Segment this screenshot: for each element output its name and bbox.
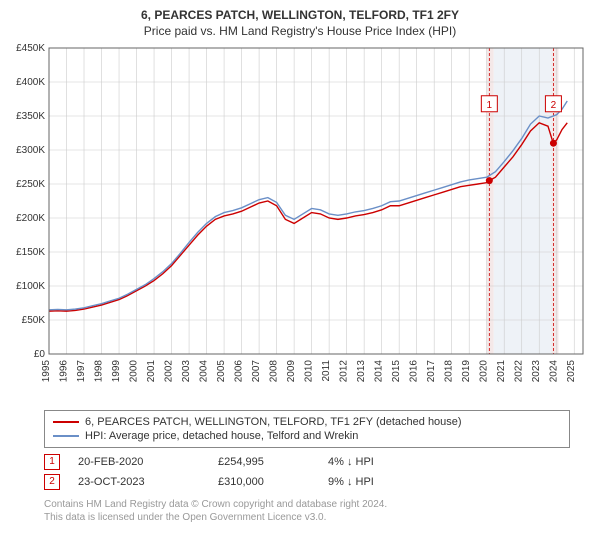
chart-container: 6, PEARCES PATCH, WELLINGTON, TELFORD, T… <box>0 0 600 560</box>
legend: 6, PEARCES PATCH, WELLINGTON, TELFORD, T… <box>44 410 570 448</box>
svg-text:2011: 2011 <box>321 360 332 382</box>
footer-attribution: Contains HM Land Registry data © Crown c… <box>44 498 570 524</box>
svg-text:1998: 1998 <box>94 360 105 383</box>
svg-text:2019: 2019 <box>461 360 472 383</box>
marker-price: £310,000 <box>218 476 328 488</box>
svg-text:2023: 2023 <box>531 360 542 383</box>
svg-text:£450K: £450K <box>16 44 45 54</box>
svg-text:£150K: £150K <box>16 247 45 258</box>
marker-date: 20-FEB-2020 <box>78 456 218 468</box>
svg-text:2025: 2025 <box>566 360 577 383</box>
svg-text:2017: 2017 <box>426 360 437 383</box>
svg-text:2018: 2018 <box>444 360 455 383</box>
marker-number-box: 1 <box>44 454 60 470</box>
legend-label: HPI: Average price, detached house, Telf… <box>85 430 358 442</box>
svg-text:2012: 2012 <box>339 360 350 383</box>
svg-text:2003: 2003 <box>181 360 192 383</box>
svg-text:2022: 2022 <box>514 360 525 383</box>
marker-table: 1 20-FEB-2020£254,9954% ↓ HPI 2 23-OCT-2023… <box>44 452 570 492</box>
footer-line: This data is licensed under the Open Gov… <box>44 511 570 524</box>
svg-text:£50K: £50K <box>22 315 46 326</box>
svg-text:1999: 1999 <box>111 360 122 383</box>
svg-text:£0: £0 <box>34 349 46 360</box>
marker-number-box: 2 <box>44 474 60 490</box>
svg-text:£250K: £250K <box>16 179 45 190</box>
svg-text:£400K: £400K <box>16 77 45 88</box>
svg-text:2005: 2005 <box>216 360 227 383</box>
svg-text:2007: 2007 <box>251 360 262 383</box>
svg-text:2016: 2016 <box>409 360 420 383</box>
legend-swatch <box>53 421 79 423</box>
marker-date: 23-OCT-2023 <box>78 476 218 488</box>
svg-text:2009: 2009 <box>286 360 297 383</box>
svg-text:1996: 1996 <box>59 360 70 383</box>
svg-text:2010: 2010 <box>304 360 315 383</box>
svg-text:2013: 2013 <box>356 360 367 383</box>
svg-text:2001: 2001 <box>146 360 157 383</box>
marker-row: 1 20-FEB-2020£254,9954% ↓ HPI <box>44 452 570 472</box>
svg-text:2015: 2015 <box>391 360 402 383</box>
legend-item: 6, PEARCES PATCH, WELLINGTON, TELFORD, T… <box>53 415 561 429</box>
svg-text:2000: 2000 <box>129 360 140 383</box>
chart-plot: 1 2 £0 £50K £100K £150K £200K £250K £300K £350K £4… <box>5 44 595 404</box>
marker-delta: 4% ↓ HPI <box>328 456 448 468</box>
legend-item: HPI: Average price, detached house, Telf… <box>53 429 561 443</box>
svg-text:2: 2 <box>551 100 557 111</box>
svg-text:2021: 2021 <box>496 360 507 383</box>
svg-text:2002: 2002 <box>164 360 175 383</box>
svg-text:£350K: £350K <box>16 111 45 122</box>
svg-text:2020: 2020 <box>479 360 490 383</box>
svg-text:2014: 2014 <box>374 360 385 383</box>
legend-swatch <box>53 435 79 437</box>
svg-text:2008: 2008 <box>269 360 280 383</box>
legend-label: 6, PEARCES PATCH, WELLINGTON, TELFORD, T… <box>85 416 462 428</box>
svg-text:2004: 2004 <box>199 360 210 383</box>
chart-title: 6, PEARCES PATCH, WELLINGTON, TELFORD, T… <box>0 0 600 22</box>
svg-text:£300K: £300K <box>16 145 45 156</box>
svg-text:2006: 2006 <box>234 360 245 383</box>
svg-text:1997: 1997 <box>76 360 87 383</box>
svg-text:1995: 1995 <box>41 360 52 383</box>
svg-text:2024: 2024 <box>549 360 560 383</box>
svg-text:£200K: £200K <box>16 213 45 224</box>
marker-delta: 9% ↓ HPI <box>328 476 448 488</box>
chart-subtitle: Price paid vs. HM Land Registry's House … <box>0 22 600 44</box>
footer-line: Contains HM Land Registry data © Crown c… <box>44 498 570 511</box>
svg-text:1: 1 <box>487 100 493 111</box>
svg-text:£100K: £100K <box>16 281 45 292</box>
marker-row: 2 23-OCT-2023£310,0009% ↓ HPI <box>44 472 570 492</box>
marker-price: £254,995 <box>218 456 328 468</box>
